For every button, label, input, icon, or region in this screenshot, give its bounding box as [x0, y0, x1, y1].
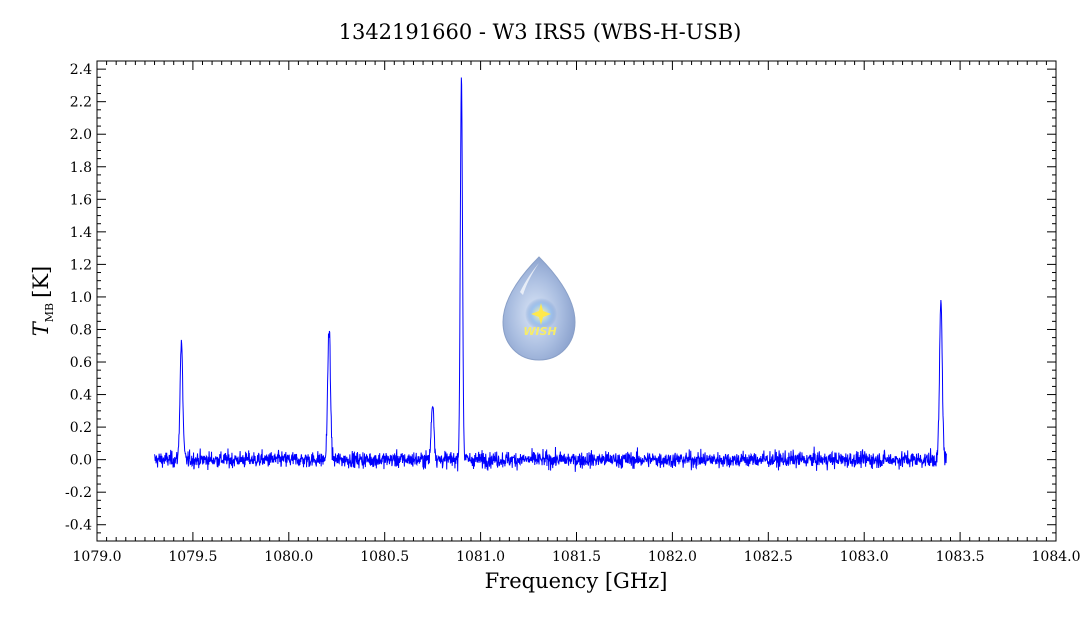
y-tick-label: -0.2 — [65, 485, 92, 501]
y-tick-label: 1.6 — [70, 192, 92, 208]
y-tick-label: 2.4 — [70, 62, 92, 78]
y-tick-label: 1.8 — [70, 160, 92, 176]
y-tick-label: 0.0 — [70, 453, 92, 469]
x-tick-label: 1083.0 — [840, 549, 889, 565]
y-tick-label: 2.0 — [70, 127, 92, 143]
y-tick-label: 0.2 — [70, 420, 92, 436]
y-tick-label: 0.4 — [70, 388, 92, 404]
x-tick-label: 1081.0 — [456, 549, 505, 565]
x-tick-label: 1081.5 — [552, 549, 601, 565]
x-tick-label: 1084.0 — [1032, 549, 1080, 565]
svg-text:TMB[K]: TMB[K] — [29, 266, 56, 336]
plot-frame — [97, 61, 1056, 541]
chart-title: 1342191660 - W3 IRS5 (WBS-H-USB) — [339, 20, 742, 44]
y-tick-label: 0.8 — [70, 322, 92, 338]
y-tick-label: 2.2 — [70, 95, 92, 111]
x-tick-label: 1080.0 — [264, 549, 313, 565]
y-tick-label: 0.6 — [70, 355, 92, 371]
x-axis-label: Frequency [GHz] — [485, 569, 668, 593]
logo-text: WISH — [523, 325, 556, 338]
y-tick-label: 1.0 — [70, 290, 92, 306]
x-tick-label: 1080.5 — [360, 549, 409, 565]
y-axis-label: TMB[K] — [29, 266, 56, 336]
x-tick-label: 1079.5 — [168, 549, 217, 565]
x-tick-label: 1082.0 — [648, 549, 697, 565]
x-tick-label: 1083.5 — [936, 549, 985, 565]
y-tick-label: 1.2 — [70, 257, 92, 273]
x-axis: 1079.0 1079.5 1080.0 1080.5 1081.0 1081.5 1082… — [73, 61, 1080, 565]
y-axis-unit: [K] — [29, 266, 53, 298]
y-tick-label: 1.4 — [70, 225, 92, 241]
x-tick-label: 1079.0 — [73, 549, 122, 565]
y-axis-subscript: MB — [43, 303, 56, 322]
y-tick-label: -0.4 — [65, 518, 92, 534]
wish-logo: WISH — [503, 257, 575, 360]
x-tick-label: 1082.5 — [744, 549, 793, 565]
